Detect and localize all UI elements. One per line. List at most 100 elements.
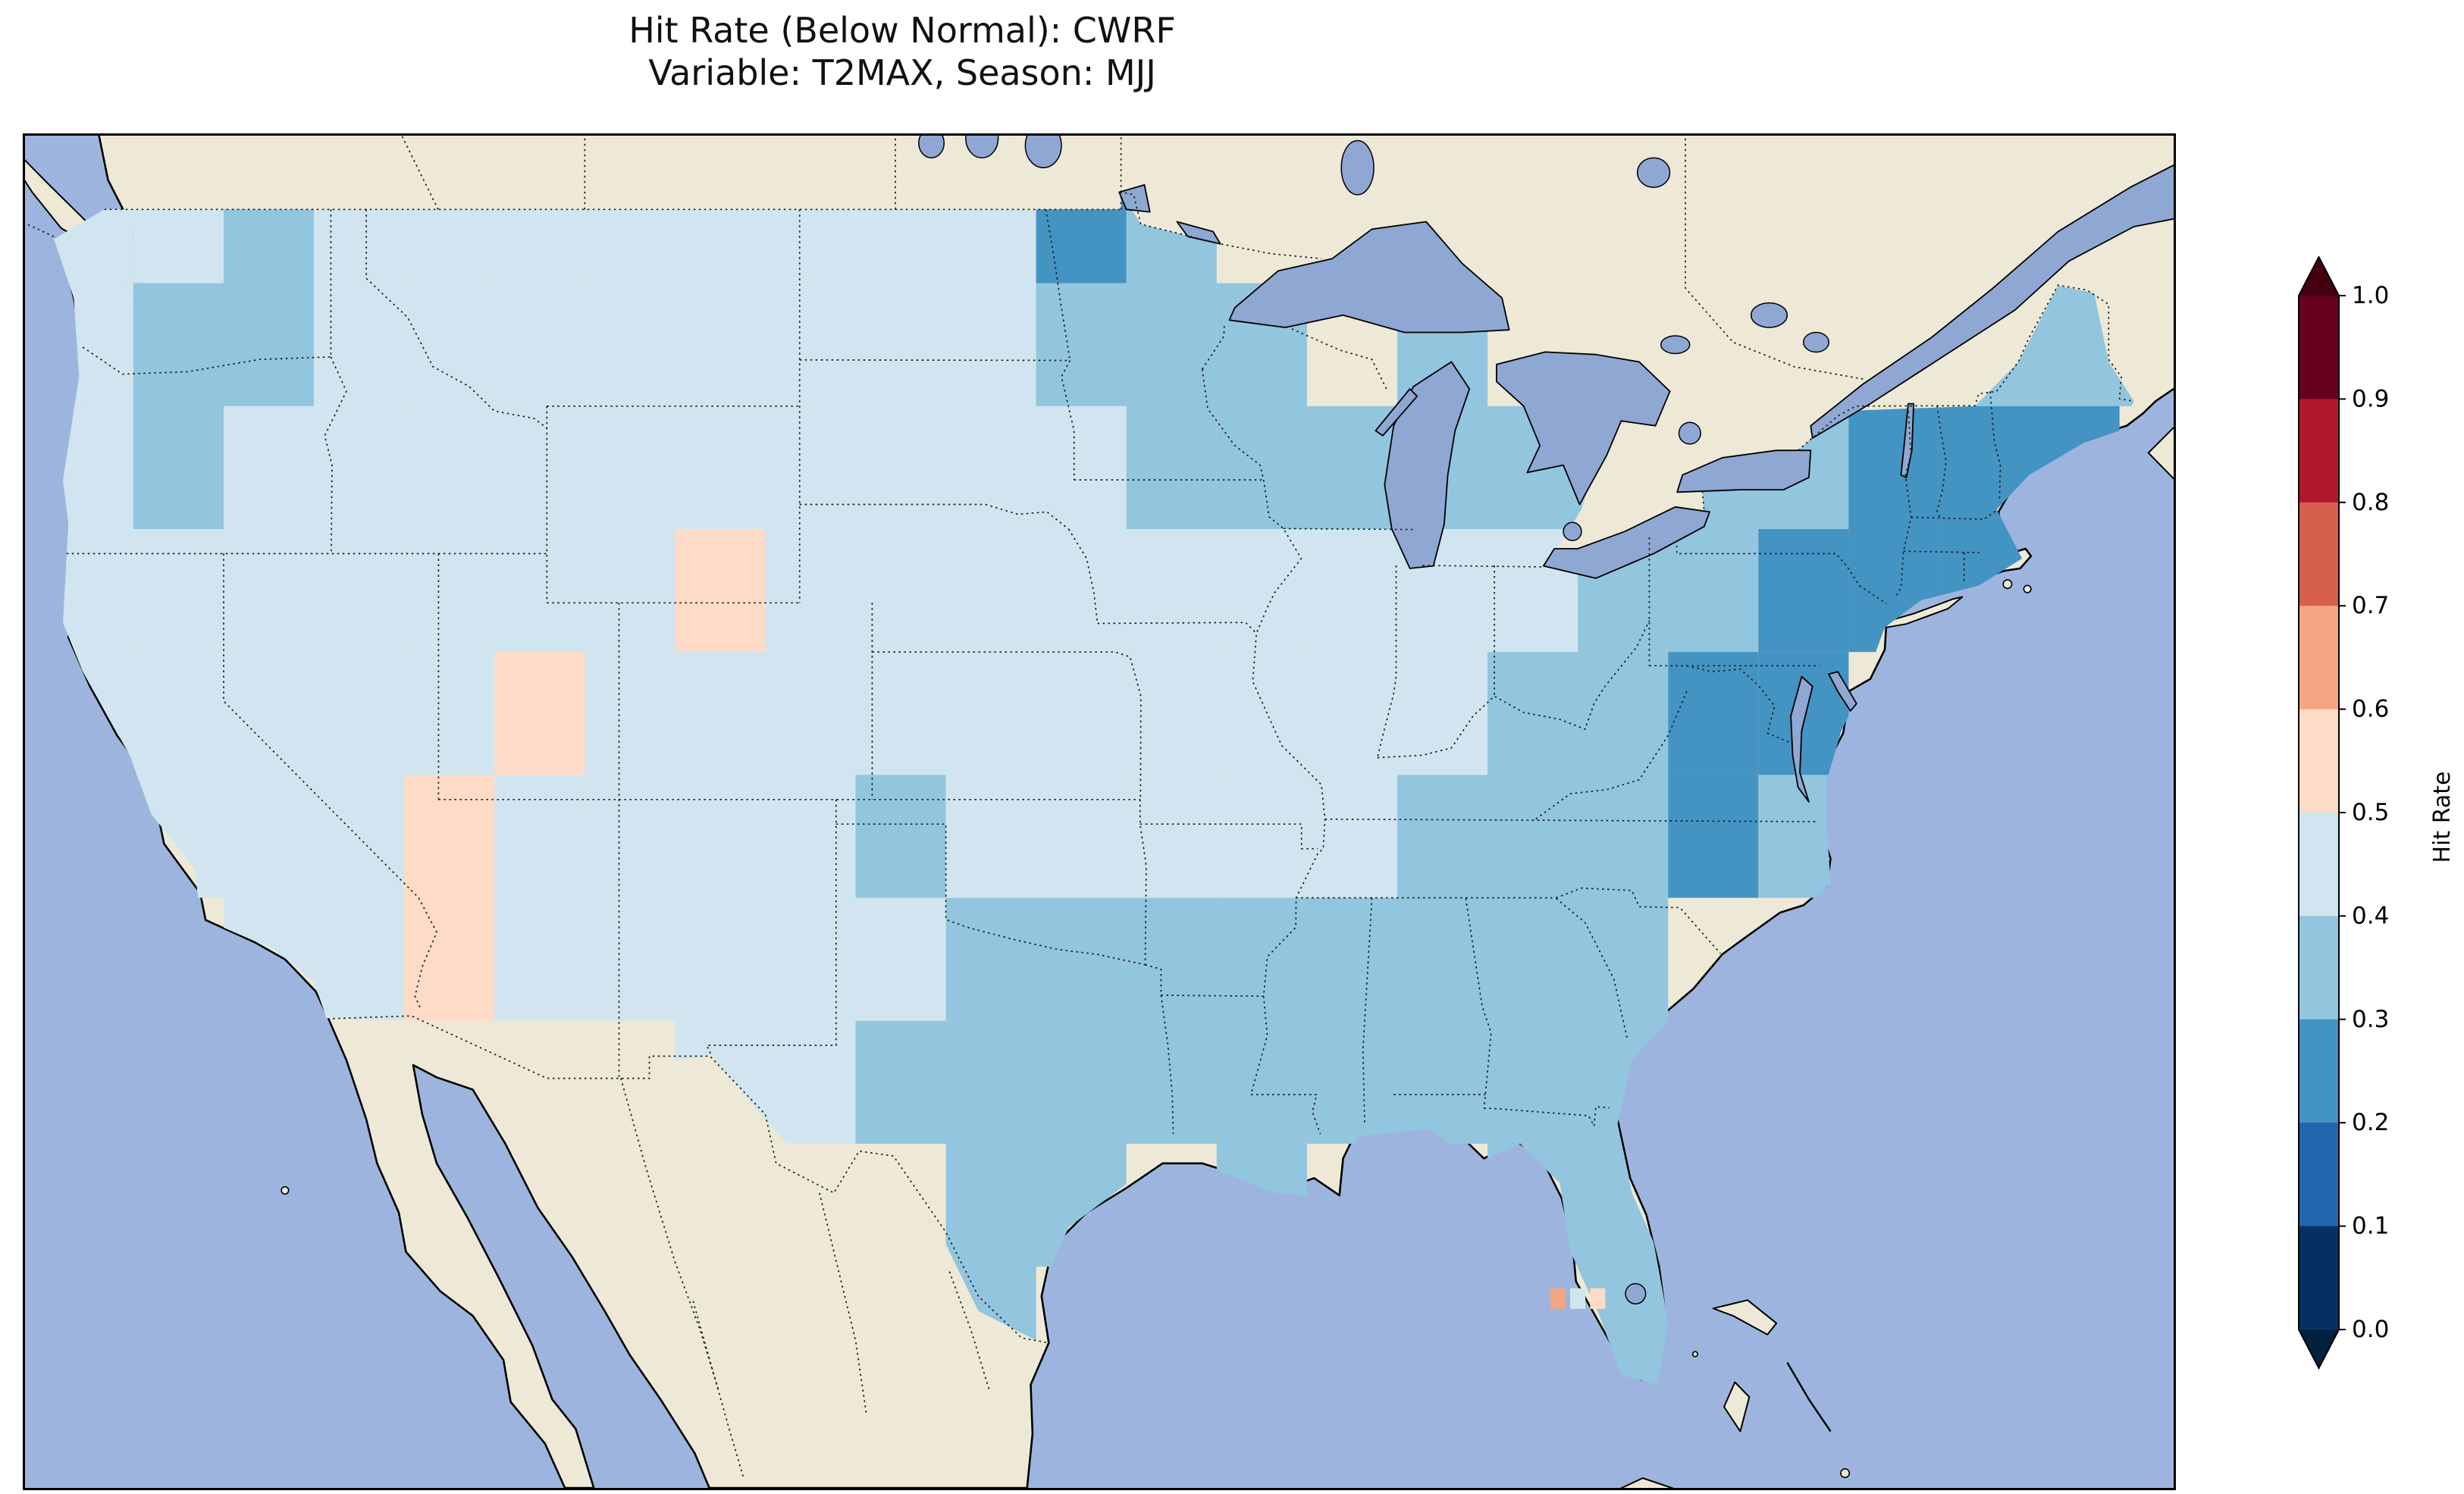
hit-rate-cell <box>945 406 1036 529</box>
hit-rate-cell <box>1397 652 1487 775</box>
island <box>1723 1381 1751 1433</box>
hit-rate-cell <box>945 529 1036 653</box>
small-island <box>1840 1468 1851 1479</box>
colorbar-tick-label: 0.8 <box>2352 489 2389 516</box>
hit-rate-cell <box>675 775 766 898</box>
hit-rate-cell <box>404 283 495 406</box>
state-border <box>1701 490 1705 512</box>
lake <box>965 136 999 158</box>
hit-rate-cell <box>1306 897 1397 1021</box>
colorbar-block <box>2299 916 2339 1020</box>
lake <box>1828 671 1857 712</box>
state-borders <box>25 136 2134 1479</box>
small-island <box>2002 579 2013 590</box>
hit-rate-cell <box>1578 897 1669 1021</box>
colorbar-block <box>2299 296 2339 400</box>
colorbar-tick-label: 0.3 <box>2352 1006 2389 1033</box>
hit-rate-cell <box>1578 652 1669 775</box>
hit-rate-cell <box>675 406 766 529</box>
hit-rate-cell <box>765 529 856 653</box>
state-border <box>1283 528 1415 531</box>
hit-rate-cell <box>585 406 676 529</box>
small-island <box>281 1185 290 1195</box>
colorbar-tick-label: 0.9 <box>2352 385 2389 412</box>
state-border <box>1556 887 1721 954</box>
colorbar-tick-label: 0.2 <box>2352 1109 2389 1136</box>
state-border <box>1097 622 1257 634</box>
lake <box>1625 1283 1647 1305</box>
colorbar-block <box>2299 709 2339 813</box>
hit-rate-cell <box>314 652 405 775</box>
hit-rate-cell <box>945 652 1036 775</box>
hit-rate-cell <box>1036 529 1127 653</box>
state-border <box>1362 897 1373 1126</box>
hit-rate-cell <box>224 406 315 529</box>
colorbar-block <box>2299 502 2339 606</box>
hit-rate-cell <box>133 652 224 775</box>
state-border <box>1422 565 1544 568</box>
colorbar-tick-label: 0.4 <box>2352 902 2389 929</box>
colorbar-block <box>2299 1019 2339 1123</box>
hit-rate-cell <box>54 529 133 653</box>
state-border <box>25 222 55 237</box>
hit-rate-cell <box>1126 283 1217 406</box>
colorbar-tick-label: 0.6 <box>2352 696 2389 723</box>
colorbar-block <box>2299 1226 2339 1330</box>
lake <box>1790 675 1814 803</box>
map-panel <box>23 133 2176 1490</box>
hit-rate-cell <box>1216 529 1307 653</box>
usa-hit-rate-map <box>25 136 2174 1488</box>
hit-rate-cell <box>1668 529 1759 653</box>
hit-rate-cell <box>765 652 856 775</box>
hit-rate-cell <box>1216 406 1307 529</box>
hit-rate-cell <box>1487 1020 1578 1144</box>
hit-rate-cell <box>133 283 224 406</box>
state-border <box>819 1192 867 1414</box>
hit-rate-cell <box>1758 529 1849 653</box>
hit-rate-cell <box>765 406 856 529</box>
hit-rate-cell <box>765 897 856 1021</box>
state-border <box>328 1015 1049 1344</box>
island-chain <box>1786 1361 1832 1433</box>
state-border <box>1145 963 1174 1134</box>
hit-rate-cell <box>1216 652 1307 775</box>
hit-rate-cell <box>765 1020 856 1144</box>
state-border <box>1535 691 1688 820</box>
colorbar-block <box>2299 606 2339 710</box>
hit-rate-cell <box>314 775 405 898</box>
hit-rate-cell <box>945 283 1036 406</box>
hit-rate-cell <box>1036 652 1127 775</box>
state-border <box>1291 328 1387 390</box>
island <box>2147 426 2174 480</box>
state-border <box>1555 897 1629 1041</box>
state-border <box>1251 1094 1321 1135</box>
hit-rate-cell <box>1036 283 1127 406</box>
hit-rate-cell <box>1306 1020 1397 1144</box>
lake <box>1678 421 1701 445</box>
hit-rate-cell <box>404 652 495 775</box>
state-border <box>1484 1106 1610 1129</box>
state-border <box>1139 799 1147 965</box>
hit-rate-cell <box>404 897 495 1021</box>
hit-rate-cell <box>494 652 585 775</box>
chart-title: Hit Rate (Below Normal): CWRF <box>629 10 1176 51</box>
hit-rate-cell <box>314 406 405 529</box>
lake <box>1563 521 1582 541</box>
hit-rate-cell <box>1668 775 1759 898</box>
lake <box>1496 351 1671 506</box>
colorbar-block <box>2299 399 2339 503</box>
hit-rate-cell <box>1487 652 1578 775</box>
hit-rate-cell <box>1848 406 1939 529</box>
state-border <box>1120 191 1321 260</box>
hit-rate-cell <box>1306 529 1397 653</box>
lake <box>1024 136 1062 168</box>
hit-rate-cell <box>404 775 495 898</box>
hit-rate-cell <box>1578 775 1669 898</box>
small-island <box>1691 1351 1698 1358</box>
colorbar-over-arrow <box>2299 257 2339 296</box>
island <box>1619 1477 1675 1488</box>
hit-rate-cell <box>1306 775 1397 898</box>
hit-rate-cell <box>675 529 766 653</box>
hit-rate-cell <box>675 652 766 775</box>
